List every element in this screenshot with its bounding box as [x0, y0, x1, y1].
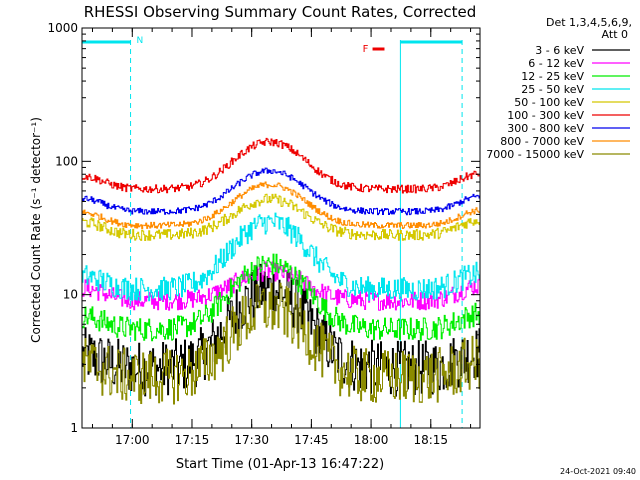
x-tick-label: 17:30 [234, 433, 269, 447]
legend-label-8: 7000 - 15000 keV [486, 148, 584, 161]
legend-label-1: 6 - 12 keV [528, 57, 584, 70]
night-label: N [137, 36, 144, 46]
legend-label-4: 50 - 100 keV [514, 96, 584, 109]
series-7-line [82, 181, 481, 230]
flare-flag-label: F [363, 44, 369, 55]
legend-label-0: 3 - 6 keV [535, 44, 584, 57]
legend-header-line2: Att 0 [602, 28, 628, 41]
series-5-line [82, 137, 481, 194]
x-axis-label: Start Time (01-Apr-13 16:47:22) [176, 457, 384, 472]
series-6-line [82, 167, 481, 216]
series-8-line [82, 282, 481, 405]
series-3-line [82, 212, 481, 302]
legend-label-3: 25 - 50 keV [521, 83, 584, 96]
plot-frame [81, 27, 481, 429]
y-tick-label: 100 [55, 154, 78, 168]
y-tick-label: 1 [70, 421, 78, 435]
x-tick-label: 17:45 [294, 433, 329, 447]
legend-label-6: 300 - 800 keV [507, 122, 584, 135]
legend-header-line1: Det 1,3,4,5,6,9, [546, 16, 632, 29]
plot-area: NF [82, 36, 481, 428]
timestamp: 24-Oct-2021 09:40 [560, 467, 636, 476]
y-tick-label: 1000 [47, 21, 78, 35]
x-tick-label: 18:15 [413, 433, 448, 447]
legend-label-2: 12 - 25 keV [521, 70, 584, 83]
axes: 1 10 100 1000 17:00 17:15 17:30 17:45 18:00 18:15 [47, 21, 481, 447]
legend-label-5: 100 - 300 keV [507, 109, 584, 122]
legend-label-7: 800 - 7000 keV [500, 135, 584, 148]
x-tick-label: 18:00 [354, 433, 389, 447]
x-tick-label: 17:00 [115, 433, 150, 447]
x-tick-label: 17:15 [175, 433, 210, 447]
chart-title: RHESSI Observing Summary Count Rates, Co… [84, 3, 477, 21]
series-4-line [82, 193, 481, 241]
y-axis-label: Corrected Count Rate (s⁻¹ detector⁻¹) [29, 117, 43, 343]
y-tick-label: 10 [63, 288, 78, 302]
series-2-line [82, 253, 481, 342]
